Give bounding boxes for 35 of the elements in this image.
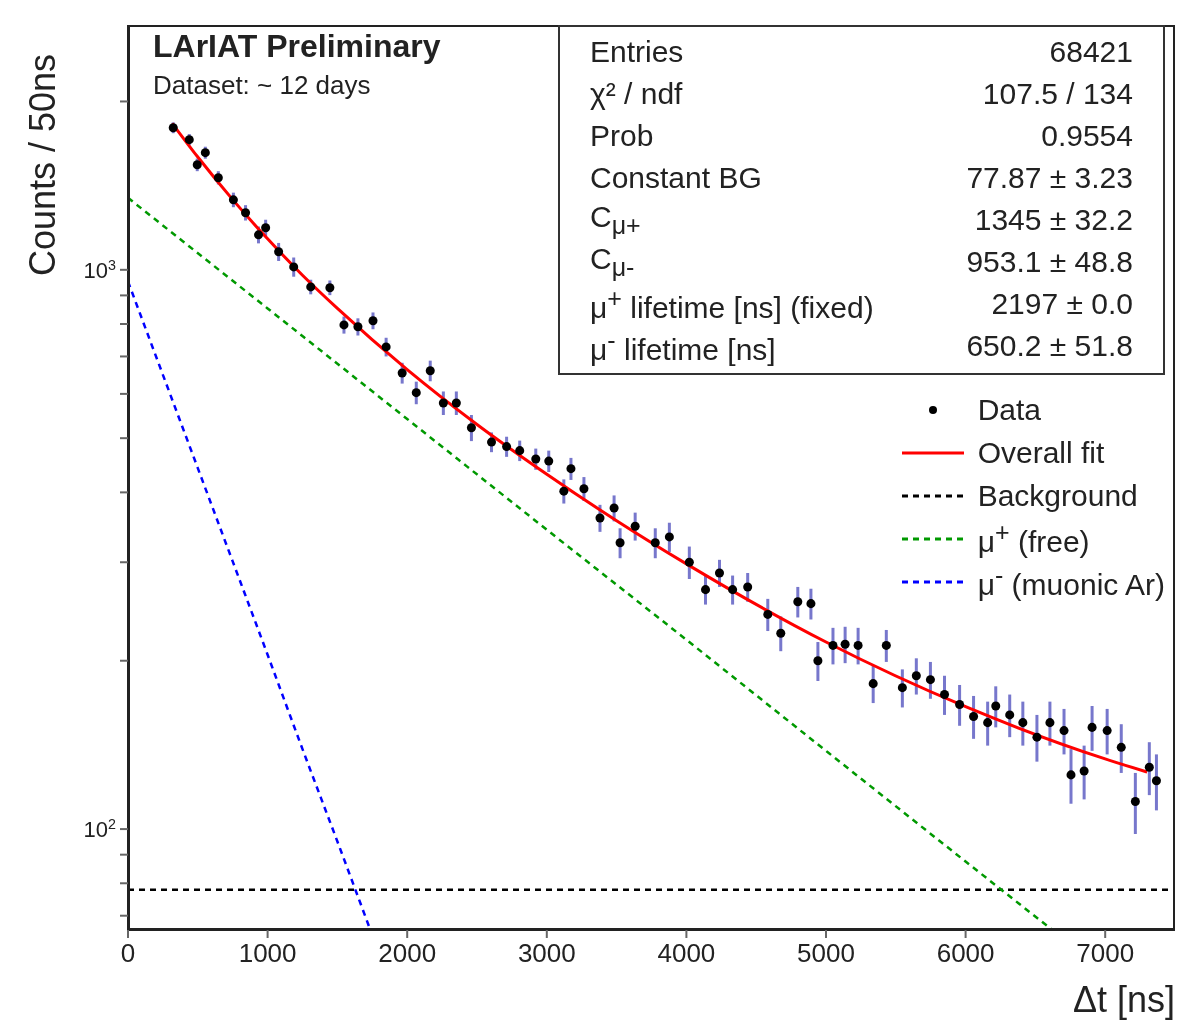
legend-label: Data <box>977 392 1042 427</box>
annotation: 953.1 ± 48.8 <box>966 245 1133 279</box>
x-tick-label: 3000 <box>517 938 576 968</box>
y-axis-title: Counts / 50ns <box>22 53 63 277</box>
legend-label: Overall fit <box>977 435 1105 470</box>
annotation: 77.87 ± 3.23 <box>966 161 1133 195</box>
annotation: μ$^{+}$ lifetime [ns] (fixed) <box>590 283 874 325</box>
annotation: Prob <box>590 119 654 153</box>
y-tick-label: 10$^{3}$ <box>83 256 117 283</box>
annotation: χ² / ndf <box>590 77 683 111</box>
legend-label: μ$^{+}$ (free) <box>977 518 1090 559</box>
text: Dataset: ~ 12 days <box>153 70 371 101</box>
x-tick-label: 7000 <box>1076 938 1135 968</box>
x-tick-label: 4000 <box>657 938 716 968</box>
annotation: C$_{μ-}$ <box>590 242 635 282</box>
x-tick-label: 0 <box>120 938 136 968</box>
x-tick-label: 5000 <box>797 938 855 968</box>
annotation: μ$^{-}$ lifetime [ns] <box>590 325 776 367</box>
annotation: 1345 ± 32.2 <box>974 203 1133 237</box>
annotation: Constant BG <box>590 161 762 195</box>
y-tick-label: 10$^{2}$ <box>83 816 117 843</box>
annotation: 0.9554 <box>1041 119 1133 153</box>
chart-title: LArIAT Preliminary <box>153 28 441 65</box>
x-axis-title: Δt [ns] <box>1072 979 1175 1020</box>
legend-label: Background <box>977 478 1138 513</box>
annotation: 2197 ± 0.0 <box>991 287 1133 321</box>
annotation: 650.2 ± 51.8 <box>966 329 1133 363</box>
annotation: 107.5 / 134 <box>982 77 1133 111</box>
annotation: 68421 <box>1049 35 1133 69</box>
x-tick-label: 1000 <box>238 938 297 968</box>
x-tick-label: 2000 <box>378 938 437 968</box>
annotation: Entries <box>590 35 684 69</box>
x-tick-label: 6000 <box>936 938 995 968</box>
annotation: C$_{μ+}$ <box>590 200 641 240</box>
legend-label: μ$^{-}$ (muonic Ar) <box>977 561 1165 602</box>
